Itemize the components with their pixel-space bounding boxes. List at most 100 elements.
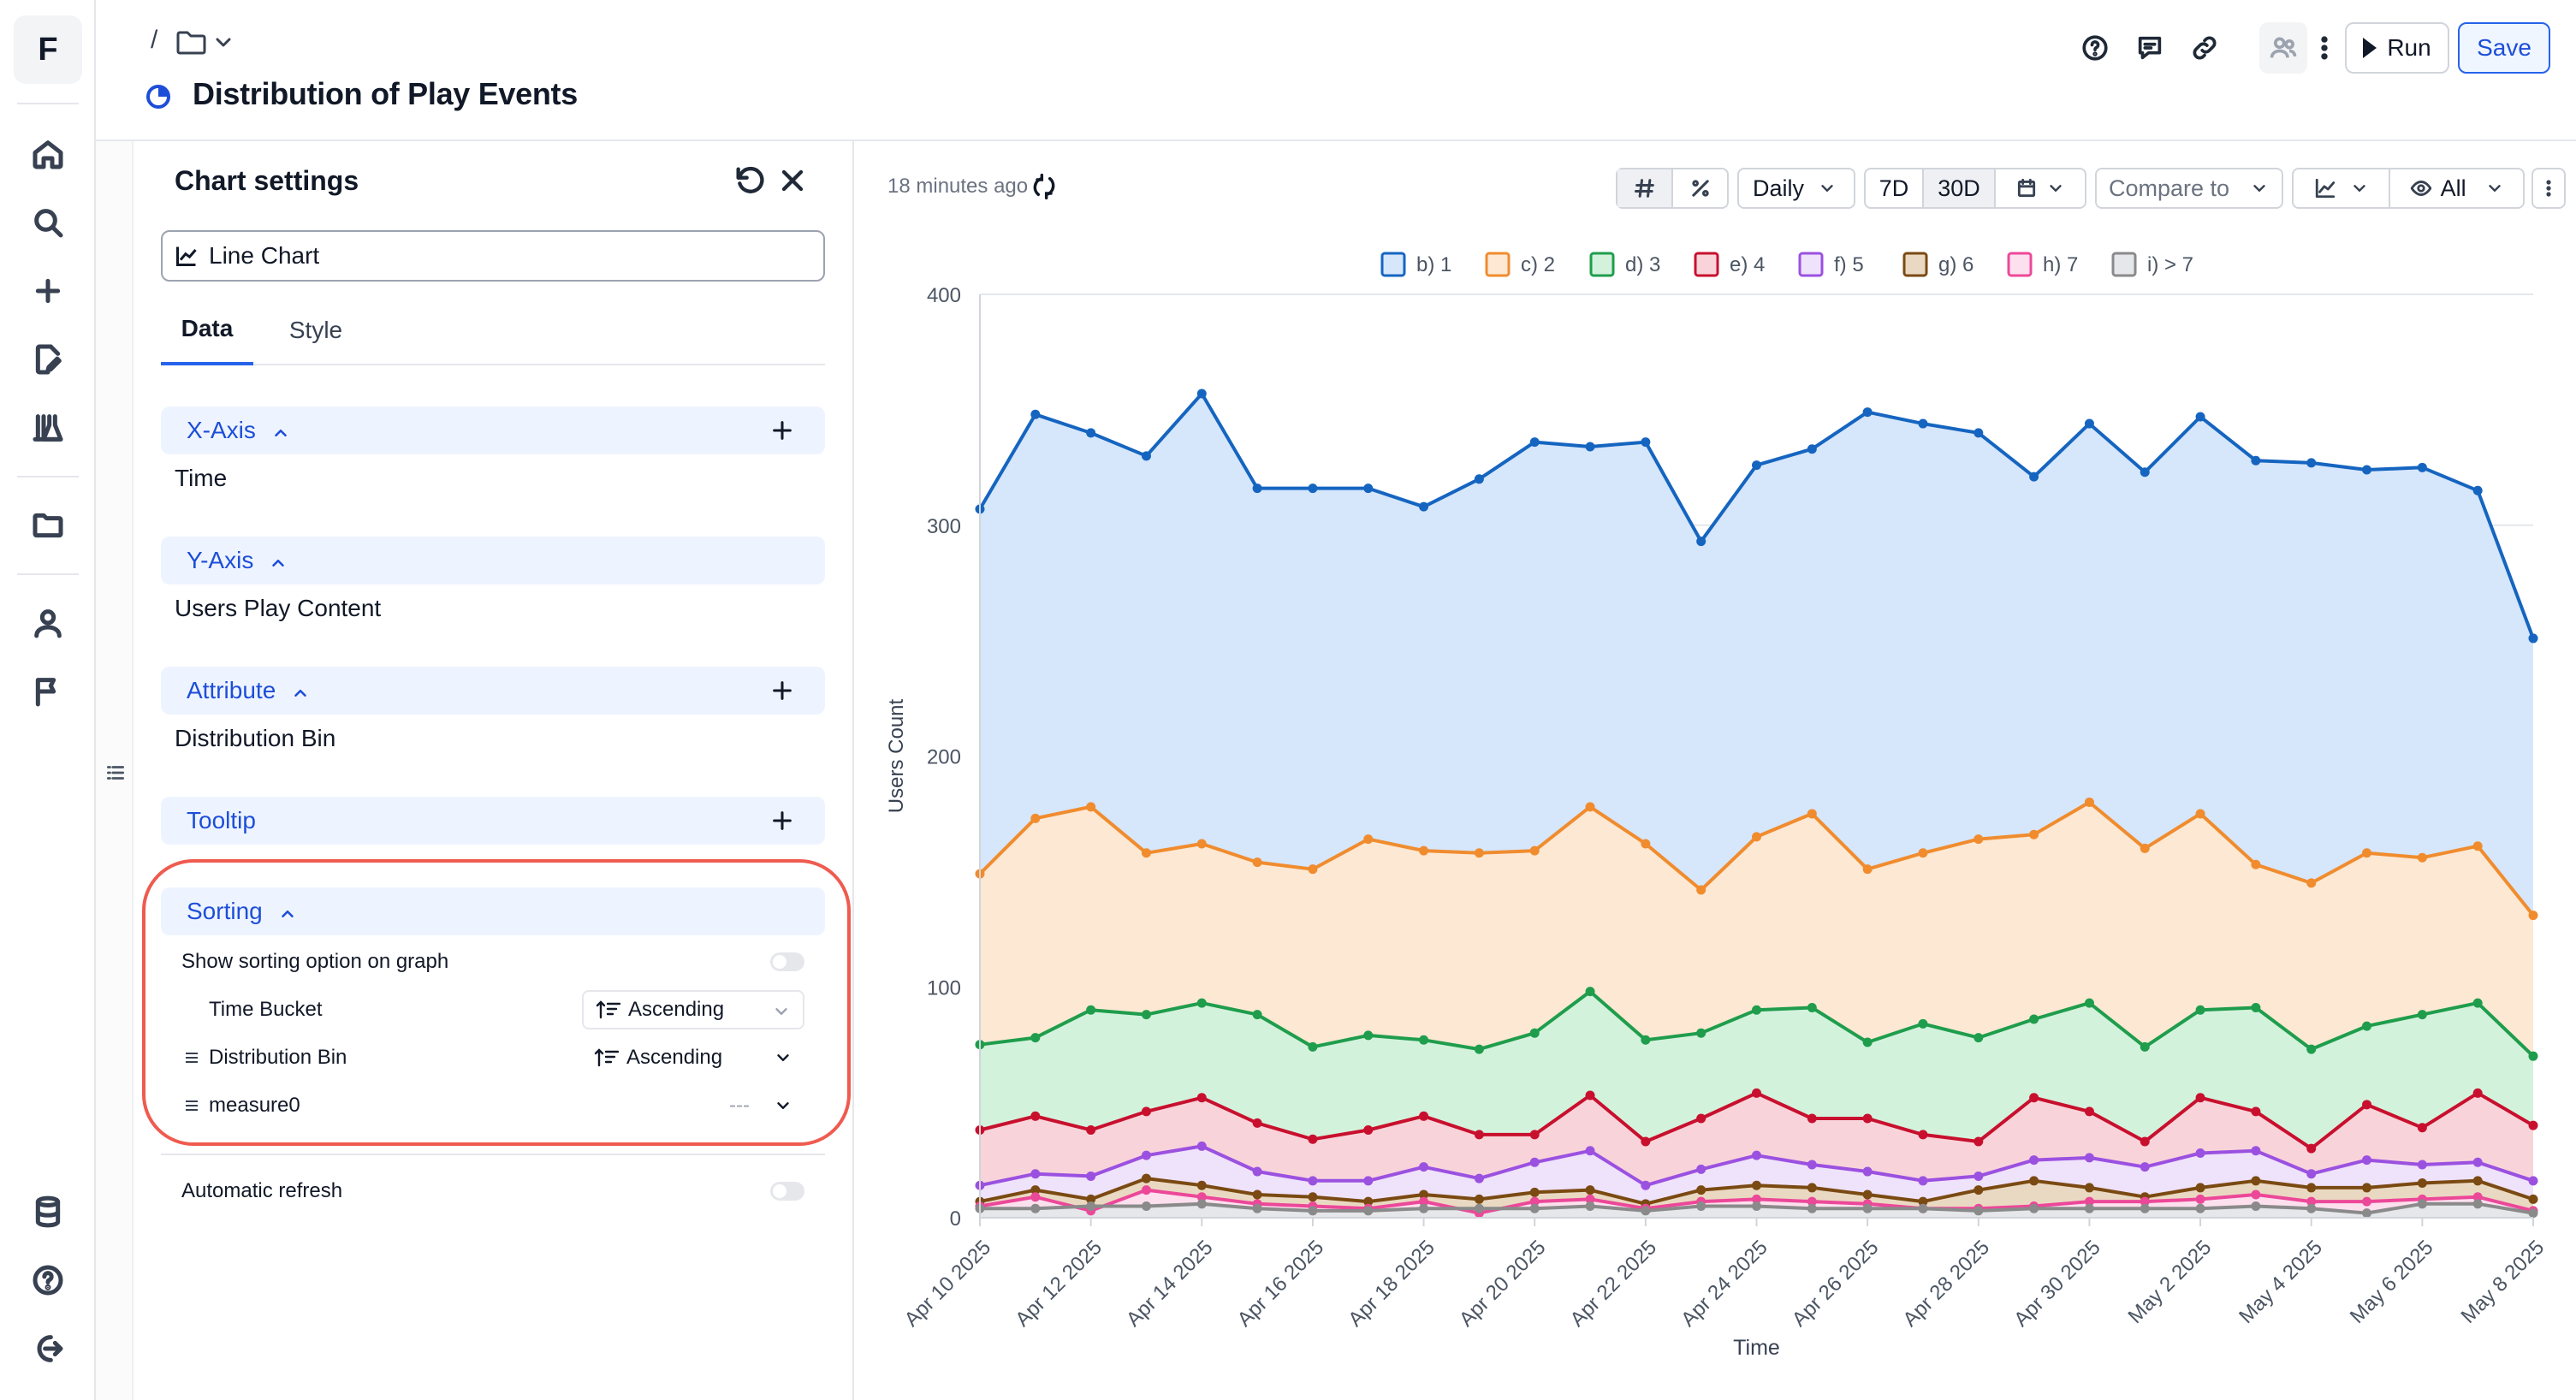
automatic-refresh-toggle[interactable]	[770, 1182, 804, 1201]
data-point	[1918, 1130, 1928, 1140]
data-point	[2362, 1100, 2372, 1110]
app-logo[interactable]: F	[14, 15, 82, 84]
tab-data[interactable]: Data	[161, 295, 253, 365]
attribute-value[interactable]: Distribution Bin	[175, 725, 336, 751]
data-point	[2362, 1021, 2372, 1031]
save-button[interactable]: Save	[2458, 22, 2550, 74]
sort-ascending-icon	[594, 1048, 620, 1067]
chevron-up-icon[interactable]	[269, 551, 288, 570]
tab-style[interactable]: Style	[288, 317, 343, 343]
sort-order-select[interactable]: Ascending	[582, 1038, 804, 1077]
section-x-axis[interactable]: X-Axis	[161, 406, 825, 454]
data-point	[2084, 1203, 2094, 1213]
database-icon[interactable]	[24, 1188, 72, 1236]
data-point	[2417, 462, 2427, 472]
add-attribute-icon[interactable]	[770, 679, 794, 703]
drag-handle-icon[interactable]	[185, 1052, 199, 1064]
section-attribute[interactable]: Attribute	[161, 667, 825, 715]
data-point	[1807, 1196, 1817, 1207]
data-point	[2029, 1093, 2039, 1103]
y-tick-label: 300	[927, 515, 961, 538]
eye-icon	[2410, 181, 2431, 196]
data-point	[2195, 809, 2205, 819]
percent-icon[interactable]	[1671, 169, 1727, 207]
edit-document-icon[interactable]	[24, 335, 72, 383]
sort-order-select[interactable]: Ascending	[582, 990, 804, 1029]
compare-to-select[interactable]: Compare to	[2095, 168, 2283, 209]
section-sorting[interactable]: Sorting	[161, 887, 825, 935]
help-icon[interactable]	[2074, 27, 2116, 68]
more-vertical-icon[interactable]	[2304, 27, 2345, 68]
data-point	[1696, 1113, 1706, 1124]
chart-style-select[interactable]	[2294, 169, 2389, 207]
logout-icon[interactable]	[24, 1325, 72, 1373]
data-point	[1807, 1113, 1817, 1124]
data-point	[1862, 1166, 1873, 1177]
x-tick-label: Apr 12 2025	[1011, 1236, 1107, 1332]
data-point	[2251, 859, 2261, 869]
refresh-icon[interactable]	[1030, 173, 1058, 200]
collaborators-icon[interactable]	[2259, 22, 2307, 74]
data-point	[1141, 1150, 1151, 1160]
data-point	[2195, 1203, 2205, 1213]
data-point	[1974, 1206, 1984, 1216]
search-icon[interactable]	[24, 199, 72, 246]
data-point	[1529, 1203, 1540, 1213]
chevron-up-icon[interactable]	[271, 421, 290, 440]
breadcrumb-folder[interactable]	[175, 26, 243, 60]
x-tick-label: May 8 2025	[2456, 1236, 2549, 1328]
data-point	[1474, 1203, 1484, 1213]
link-icon[interactable]	[2184, 27, 2225, 68]
data-point	[2306, 1143, 2317, 1154]
folder-icon[interactable]	[24, 501, 72, 549]
calendar-picker[interactable]	[1994, 169, 2085, 207]
range-30d-button[interactable]: 30D	[1922, 169, 1994, 207]
data-point	[1086, 1005, 1096, 1015]
help-icon[interactable]	[24, 1256, 72, 1304]
run-button[interactable]: Run	[2345, 22, 2449, 74]
chevron-up-icon[interactable]	[291, 681, 310, 700]
list-toggle-icon[interactable]	[104, 762, 127, 784]
data-point	[1918, 1018, 1928, 1029]
data-point	[2528, 1120, 2538, 1130]
data-point	[1363, 1206, 1374, 1216]
y-axis-value[interactable]: Users Play Content	[175, 595, 382, 621]
drag-handle-icon[interactable]	[185, 1100, 199, 1112]
chevron-down-icon	[2050, 185, 2062, 192]
data-point	[1030, 1111, 1041, 1121]
data-point	[2140, 467, 2150, 478]
granularity-select[interactable]: Daily	[1737, 168, 1855, 209]
user-icon[interactable]	[24, 599, 72, 647]
data-point	[2251, 1176, 2261, 1186]
data-point	[2362, 1208, 2372, 1219]
data-point	[1807, 1003, 1817, 1013]
close-icon[interactable]	[775, 163, 810, 198]
range-7d-button[interactable]: 7D	[1879, 175, 1909, 201]
legend-swatch	[1798, 252, 1824, 277]
flag-icon[interactable]	[24, 667, 72, 715]
x-axis-value[interactable]: Time	[175, 465, 228, 491]
hash-icon[interactable]	[1617, 169, 1671, 207]
x-tick-label: May 4 2025	[2235, 1236, 2327, 1328]
lab-flask-icon[interactable]	[24, 404, 72, 452]
show-sorting-toggle[interactable]	[770, 952, 804, 971]
home-icon[interactable]	[24, 130, 72, 178]
data-point	[1030, 1033, 1041, 1043]
data-point	[1419, 1111, 1429, 1121]
add-x-axis-icon[interactable]	[770, 418, 794, 442]
plus-icon[interactable]	[24, 267, 72, 315]
section-y-axis[interactable]: Y-Axis	[161, 537, 825, 584]
reset-icon[interactable]	[733, 163, 767, 198]
chart-type-select[interactable]: Line Chart	[161, 230, 825, 282]
section-tooltip[interactable]: Tooltip	[161, 797, 825, 845]
add-tooltip-icon[interactable]	[770, 809, 794, 833]
x-axis-title: Time	[1733, 1336, 1780, 1360]
series-visibility-select[interactable]: All	[2389, 169, 2523, 207]
comment-icon[interactable]	[2129, 27, 2170, 68]
x-tick-label: Apr 30 2025	[2009, 1236, 2105, 1332]
chevron-up-icon[interactable]	[278, 902, 297, 921]
chart-more-icon[interactable]	[2531, 168, 2566, 209]
data-point	[1308, 864, 1318, 875]
sort-order-select[interactable]: ---	[582, 1086, 804, 1125]
data-point	[2140, 1041, 2150, 1052]
